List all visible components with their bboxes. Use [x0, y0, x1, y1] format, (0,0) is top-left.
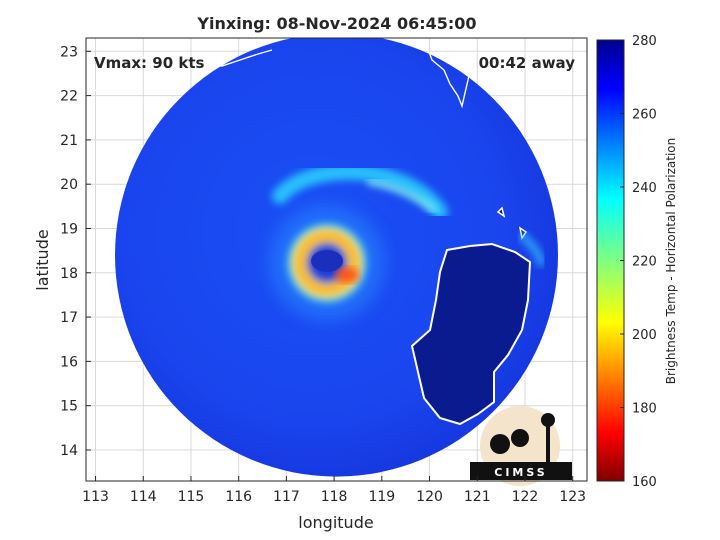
colorbar-tick-label-0: 160: [632, 475, 657, 490]
axes-frame: [85, 37, 588, 482]
storm-eye: [311, 250, 343, 272]
x-tick-label-9: 122: [512, 489, 539, 505]
y-tick-label-9: 23: [60, 44, 78, 60]
x-tick-label-5: 118: [321, 489, 348, 505]
x-tick-label-2: 115: [178, 489, 205, 505]
colorbar: [596, 39, 625, 482]
y-tick-label-3: 17: [60, 310, 78, 326]
x-tick-label-1: 114: [130, 489, 157, 505]
x-axis: 113 114 115 116 117 118 119 120 121 122 123: [82, 476, 586, 505]
y-tick-label-8: 22: [60, 89, 78, 105]
colorbar-tick-label-5: 260: [632, 108, 657, 123]
colorbar-tick-label-6: 280: [632, 34, 657, 49]
y-tick-label-1: 15: [60, 399, 78, 415]
y-tick-label-5: 19: [60, 221, 78, 237]
colorbar-tick-label-1: 180: [632, 402, 657, 417]
y-axis: 14 15 16 17 18 19 20 21 22 23: [60, 44, 91, 459]
x-tick-label-8: 121: [464, 489, 491, 505]
chart-title: Yinxing: 08-Nov-2024 06:45:00: [196, 14, 476, 33]
y-tick-label-2: 16: [60, 354, 78, 370]
luzon-land: [410, 242, 532, 426]
x-tick-label-3: 116: [225, 489, 252, 505]
y-tick-label-4: 18: [60, 266, 78, 282]
colorbar-tick-label-4: 240: [632, 181, 657, 196]
x-tick-label-4: 117: [273, 489, 300, 505]
colorbar-tick-label-3: 220: [632, 255, 657, 270]
y-axis-label: latitude: [33, 229, 52, 290]
cimss-logo-text: CIMSS: [494, 466, 547, 479]
rainband-core: [367, 179, 437, 213]
y-tick-label-6: 20: [60, 177, 78, 193]
brightness-swath: [86, 38, 558, 477]
x-axis-label: longitude: [298, 513, 373, 532]
y-tick-label-7: 21: [60, 133, 78, 149]
land-edge-band: [517, 230, 546, 267]
colorbar-tick-label-2: 200: [632, 328, 657, 343]
coast-ne: [425, 43, 471, 109]
x-tick-label-7: 120: [416, 489, 443, 505]
x-tick-label-6: 119: [368, 489, 395, 505]
eyewall-hot-spot: [335, 267, 359, 283]
y-tick-label-0: 14: [60, 443, 78, 459]
vmax-annotation: Vmax: 90 kts: [94, 54, 204, 72]
colorbar-ticks: 160 180 200 220 240 260 280: [620, 34, 657, 490]
coast-nw: [86, 49, 273, 97]
time-away-annotation: 00:42 away: [479, 54, 576, 72]
colorbar-label: Brightness Temp - Horizontal Polarizatio…: [664, 138, 678, 385]
x-tick-label-0: 113: [82, 489, 109, 505]
x-tick-label-10: 123: [559, 489, 586, 505]
cimss-logo: CIMSS: [470, 406, 572, 486]
rainband: [272, 164, 448, 220]
